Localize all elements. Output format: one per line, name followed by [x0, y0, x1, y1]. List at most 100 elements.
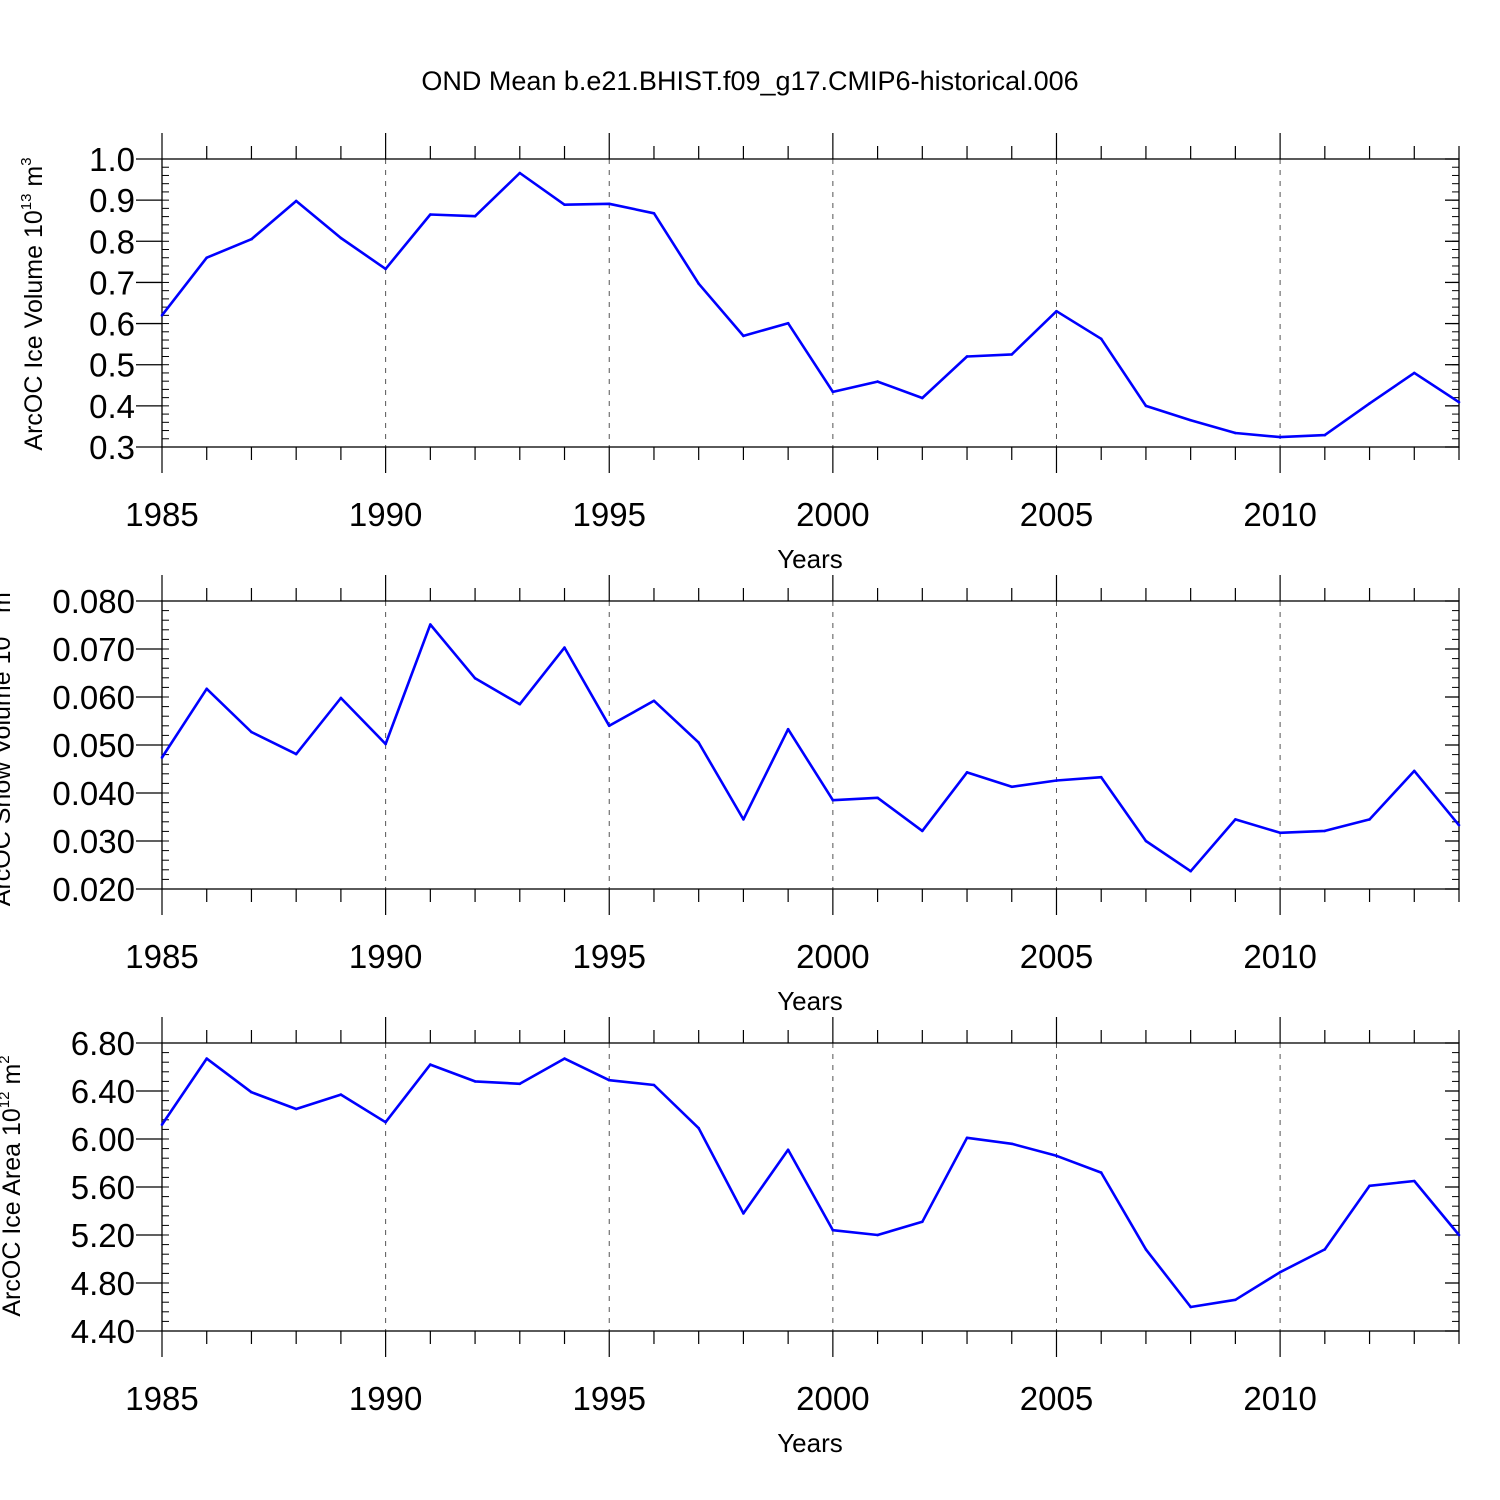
data-point [921, 396, 924, 400]
data-point [205, 1057, 209, 1060]
snow-volume-panel: ArcOC Snow Volume 1013 m3 Years 0.020 0.0… [0, 575, 1461, 1016]
data-point [339, 1093, 343, 1096]
x-tick-label: 2005 [1020, 1380, 1093, 1417]
data-point [652, 212, 656, 215]
data-point [1412, 769, 1416, 773]
y-tick-label: 0.7 [89, 264, 135, 301]
x-axis-label: Years [777, 1428, 843, 1458]
data-point [1010, 785, 1014, 789]
data-point [1412, 371, 1416, 375]
data-point [1457, 1233, 1461, 1237]
x-tick-label: 1985 [125, 496, 198, 533]
data-point [742, 818, 745, 821]
y-axis-label: ArcOC Ice Volume 1013 m3 [18, 157, 48, 450]
data-point [1055, 779, 1058, 782]
data-point [294, 752, 298, 756]
data-point [1412, 1179, 1416, 1183]
data-point [160, 314, 164, 317]
y-tick-label: 0.9 [89, 182, 135, 219]
data-point [160, 756, 164, 759]
data-point [1368, 402, 1371, 405]
data-point [1457, 823, 1461, 827]
y-tick-label: 0.060 [52, 679, 135, 716]
data-point [831, 798, 835, 802]
data-point [965, 355, 969, 358]
data-point [1144, 404, 1148, 408]
data-point [697, 1126, 700, 1130]
x-tick-label: 1990 [349, 938, 422, 975]
data-point [205, 256, 209, 260]
y-tick-label: 0.070 [52, 631, 135, 668]
x-tick-label: 1995 [573, 496, 646, 533]
x-tick-label: 2010 [1243, 1380, 1316, 1417]
data-point [518, 171, 522, 175]
data-point [1323, 829, 1327, 833]
y-tick-label: 4.40 [71, 1313, 135, 1350]
data-point [1189, 869, 1192, 873]
y-axis-label: ArcOC Ice Area 1012 m2 [0, 1055, 26, 1316]
data-point [921, 1220, 924, 1224]
data-point [205, 687, 209, 691]
data-point [1144, 1248, 1148, 1251]
plot-frame [161, 600, 1460, 890]
y-tick-label: 0.5 [89, 347, 135, 384]
y-tick-label: 0.080 [52, 583, 135, 620]
data-point [1368, 818, 1371, 821]
data-point [1099, 775, 1103, 779]
data-point [786, 321, 790, 325]
data-point [1323, 433, 1327, 437]
data-point [1278, 435, 1282, 439]
y-tick-label: 4.80 [71, 1265, 135, 1302]
data-point [876, 796, 879, 800]
data-point [563, 646, 566, 649]
data-point [473, 1080, 477, 1083]
data-point [1010, 1142, 1014, 1146]
data-point [1278, 1270, 1282, 1274]
ice-area-panel: ArcOC Ice Area 1012 m2 Years 4.40 4.80 5.2… [0, 1017, 1461, 1458]
x-tick-label: 2010 [1243, 496, 1316, 533]
data-point [831, 1228, 835, 1232]
y-tick-label: 0.6 [89, 306, 135, 343]
figure-title: OND Mean b.e21.BHIST.f09_g17.CMIP6-histo… [421, 66, 1078, 96]
data-point [1457, 400, 1461, 404]
y-tick-label: 0.3 [89, 429, 135, 466]
data-point [518, 702, 522, 706]
data-point [250, 730, 253, 734]
data-point [384, 267, 387, 271]
data-point [384, 742, 387, 746]
data-point [1010, 353, 1014, 356]
y-tick-label: 1.0 [89, 141, 135, 178]
x-tick-label: 1995 [573, 938, 646, 975]
x-tick-label: 1990 [349, 1380, 422, 1417]
y-tick-label: 0.8 [89, 223, 135, 260]
data-point [652, 699, 656, 703]
data-point [1234, 1298, 1237, 1302]
data-point [742, 334, 745, 338]
x-tick-label: 1990 [349, 496, 422, 533]
y-tick-label: 0.050 [52, 727, 135, 764]
plot-frame [161, 158, 1460, 448]
data-point [473, 676, 477, 680]
x-axis-label: Years [777, 544, 843, 574]
data-point [786, 1148, 790, 1152]
data-point [1278, 831, 1282, 835]
x-tick-label: 2000 [796, 938, 869, 975]
data-point [563, 1057, 566, 1060]
data-point [1099, 337, 1103, 341]
x-tick-label: 1985 [125, 938, 198, 975]
data-point [429, 1063, 432, 1066]
data-point [339, 236, 343, 240]
data-point [518, 1082, 522, 1086]
data-point [429, 623, 432, 626]
data-point [742, 1212, 745, 1215]
data-point [160, 1123, 164, 1126]
data-point [1189, 418, 1192, 422]
plot-frame [161, 1042, 1460, 1332]
y-tick-label: 0.020 [52, 871, 135, 908]
data-point [831, 390, 835, 394]
series-line [160, 1057, 1461, 1309]
data-point [384, 1120, 387, 1124]
x-tick-label: 2005 [1020, 496, 1093, 533]
data-point [1189, 1305, 1192, 1309]
